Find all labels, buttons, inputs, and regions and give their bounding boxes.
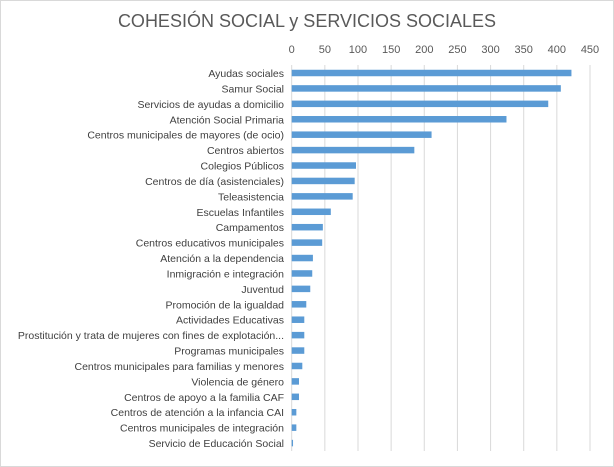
category-label: Colegios Públicos (201, 161, 284, 173)
bar (291, 239, 323, 246)
category-label: Programas municipales (174, 346, 284, 358)
bar (291, 69, 572, 77)
category-label: Violencia de género (191, 376, 284, 388)
bar (291, 146, 415, 154)
category-label: Centros municipales para familias y meno… (74, 361, 284, 373)
bar (291, 116, 507, 123)
category-label: Actividades Educativas (176, 315, 284, 327)
bar (291, 223, 323, 231)
category-label: Teleasistencia (218, 191, 284, 203)
bar (291, 331, 305, 339)
x-tick-label: 100 (349, 44, 367, 56)
bar (291, 378, 299, 385)
category-label: Campamentos (216, 222, 284, 234)
x-tick-label: 0 (289, 44, 295, 56)
category-label: Samur Social (222, 83, 284, 95)
category-label: Centros municipales de integración (120, 423, 284, 435)
category-label: Centros de apoyo a la familia CAF (124, 392, 284, 404)
bar (291, 131, 432, 138)
category-label: Ayudas sociales (208, 68, 284, 80)
bar (291, 285, 311, 293)
category-label: Centros de atención a la infancia CAI (111, 407, 284, 419)
category-label: Atención Social Primaria (170, 114, 285, 126)
bar (291, 100, 549, 108)
bar (291, 208, 331, 216)
bar (291, 162, 357, 169)
category-label: Atención a la dependencia (160, 253, 284, 265)
x-tick-label: 400 (548, 44, 566, 56)
bar (291, 270, 313, 277)
bar (291, 393, 299, 401)
x-tick-label: 50 (319, 44, 331, 56)
category-label: Centros municipales de mayores (de ocio) (87, 130, 284, 142)
category-label: Inmigración e integración (167, 268, 284, 280)
bar (291, 362, 303, 370)
bar (291, 408, 297, 416)
bar (291, 85, 561, 92)
x-tick-label: 250 (448, 44, 466, 56)
category-label: Juventud (241, 284, 284, 296)
x-tick-label: 200 (415, 44, 433, 56)
category-label: Escuelas Infantiles (196, 207, 284, 219)
category-label: Promoción de la igualdad (166, 299, 285, 311)
bar (291, 347, 305, 354)
bar (291, 316, 305, 323)
bar (291, 254, 313, 262)
x-tick-label: 150 (382, 44, 400, 56)
bar (291, 424, 297, 431)
category-label: Centros educativos municipales (136, 238, 284, 250)
x-tick-label: 300 (481, 44, 499, 56)
bar (291, 439, 294, 447)
chart-title: COHESIÓN SOCIAL y SERVICIOS SOCIALES (117, 11, 497, 31)
category-label: Prostitución y trata de mujeres con fine… (18, 330, 284, 342)
x-tick-label: 350 (515, 44, 533, 56)
category-label: Centros abiertos (207, 145, 284, 157)
x-tick-label: 450 (581, 44, 599, 56)
bar (291, 193, 353, 200)
category-label: Servicio de Educación Social (149, 438, 284, 450)
category-label: Centros de día (asistenciales) (145, 176, 284, 188)
category-label: Servicios de ayudas a domicilio (138, 99, 285, 111)
bar (291, 177, 355, 185)
bar (291, 301, 307, 308)
